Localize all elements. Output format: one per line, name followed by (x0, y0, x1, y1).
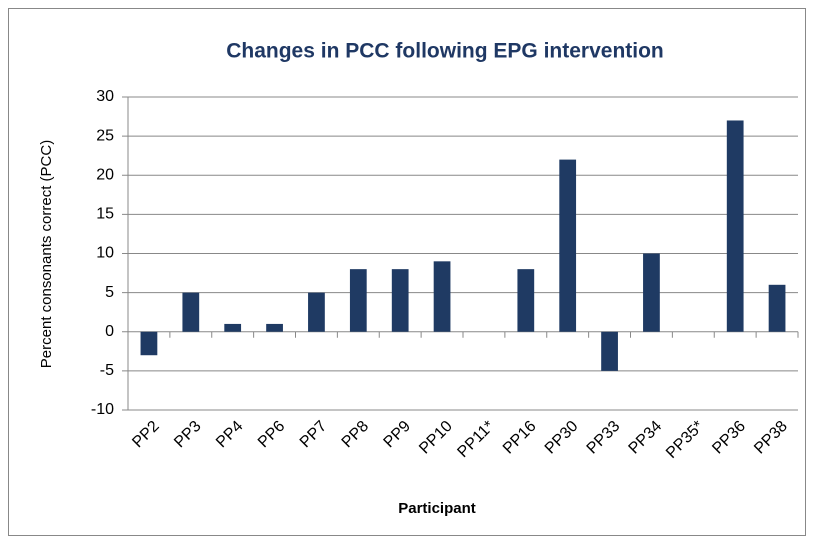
y-tick-label: -10 (91, 401, 114, 418)
bar (182, 292, 200, 332)
y-tick-label: 10 (96, 245, 114, 262)
y-tick-label: 5 (105, 284, 114, 301)
bar (559, 159, 577, 332)
y-tick-label: 0 (105, 323, 114, 340)
y-tick-label: 30 (96, 88, 114, 105)
bar (643, 253, 660, 332)
chart-title: Changes in PCC following EPG interventio… (226, 40, 664, 63)
y-tick-label: 15 (96, 206, 114, 223)
bar (601, 331, 618, 371)
bar (308, 292, 325, 332)
y-axis-label: Percent consonants correct (PCC) (38, 140, 55, 368)
bar (517, 269, 535, 332)
y-tick-label: 20 (96, 166, 114, 183)
bar (349, 269, 367, 332)
bar (266, 323, 283, 332)
bar (224, 323, 242, 332)
bar (391, 269, 409, 332)
bar (726, 120, 744, 332)
bar (140, 331, 158, 356)
y-tick-label: 25 (96, 127, 114, 144)
bar (768, 284, 786, 332)
y-tick-label: -5 (100, 362, 114, 379)
bar (433, 261, 451, 332)
x-axis-label: Participant (398, 500, 476, 517)
